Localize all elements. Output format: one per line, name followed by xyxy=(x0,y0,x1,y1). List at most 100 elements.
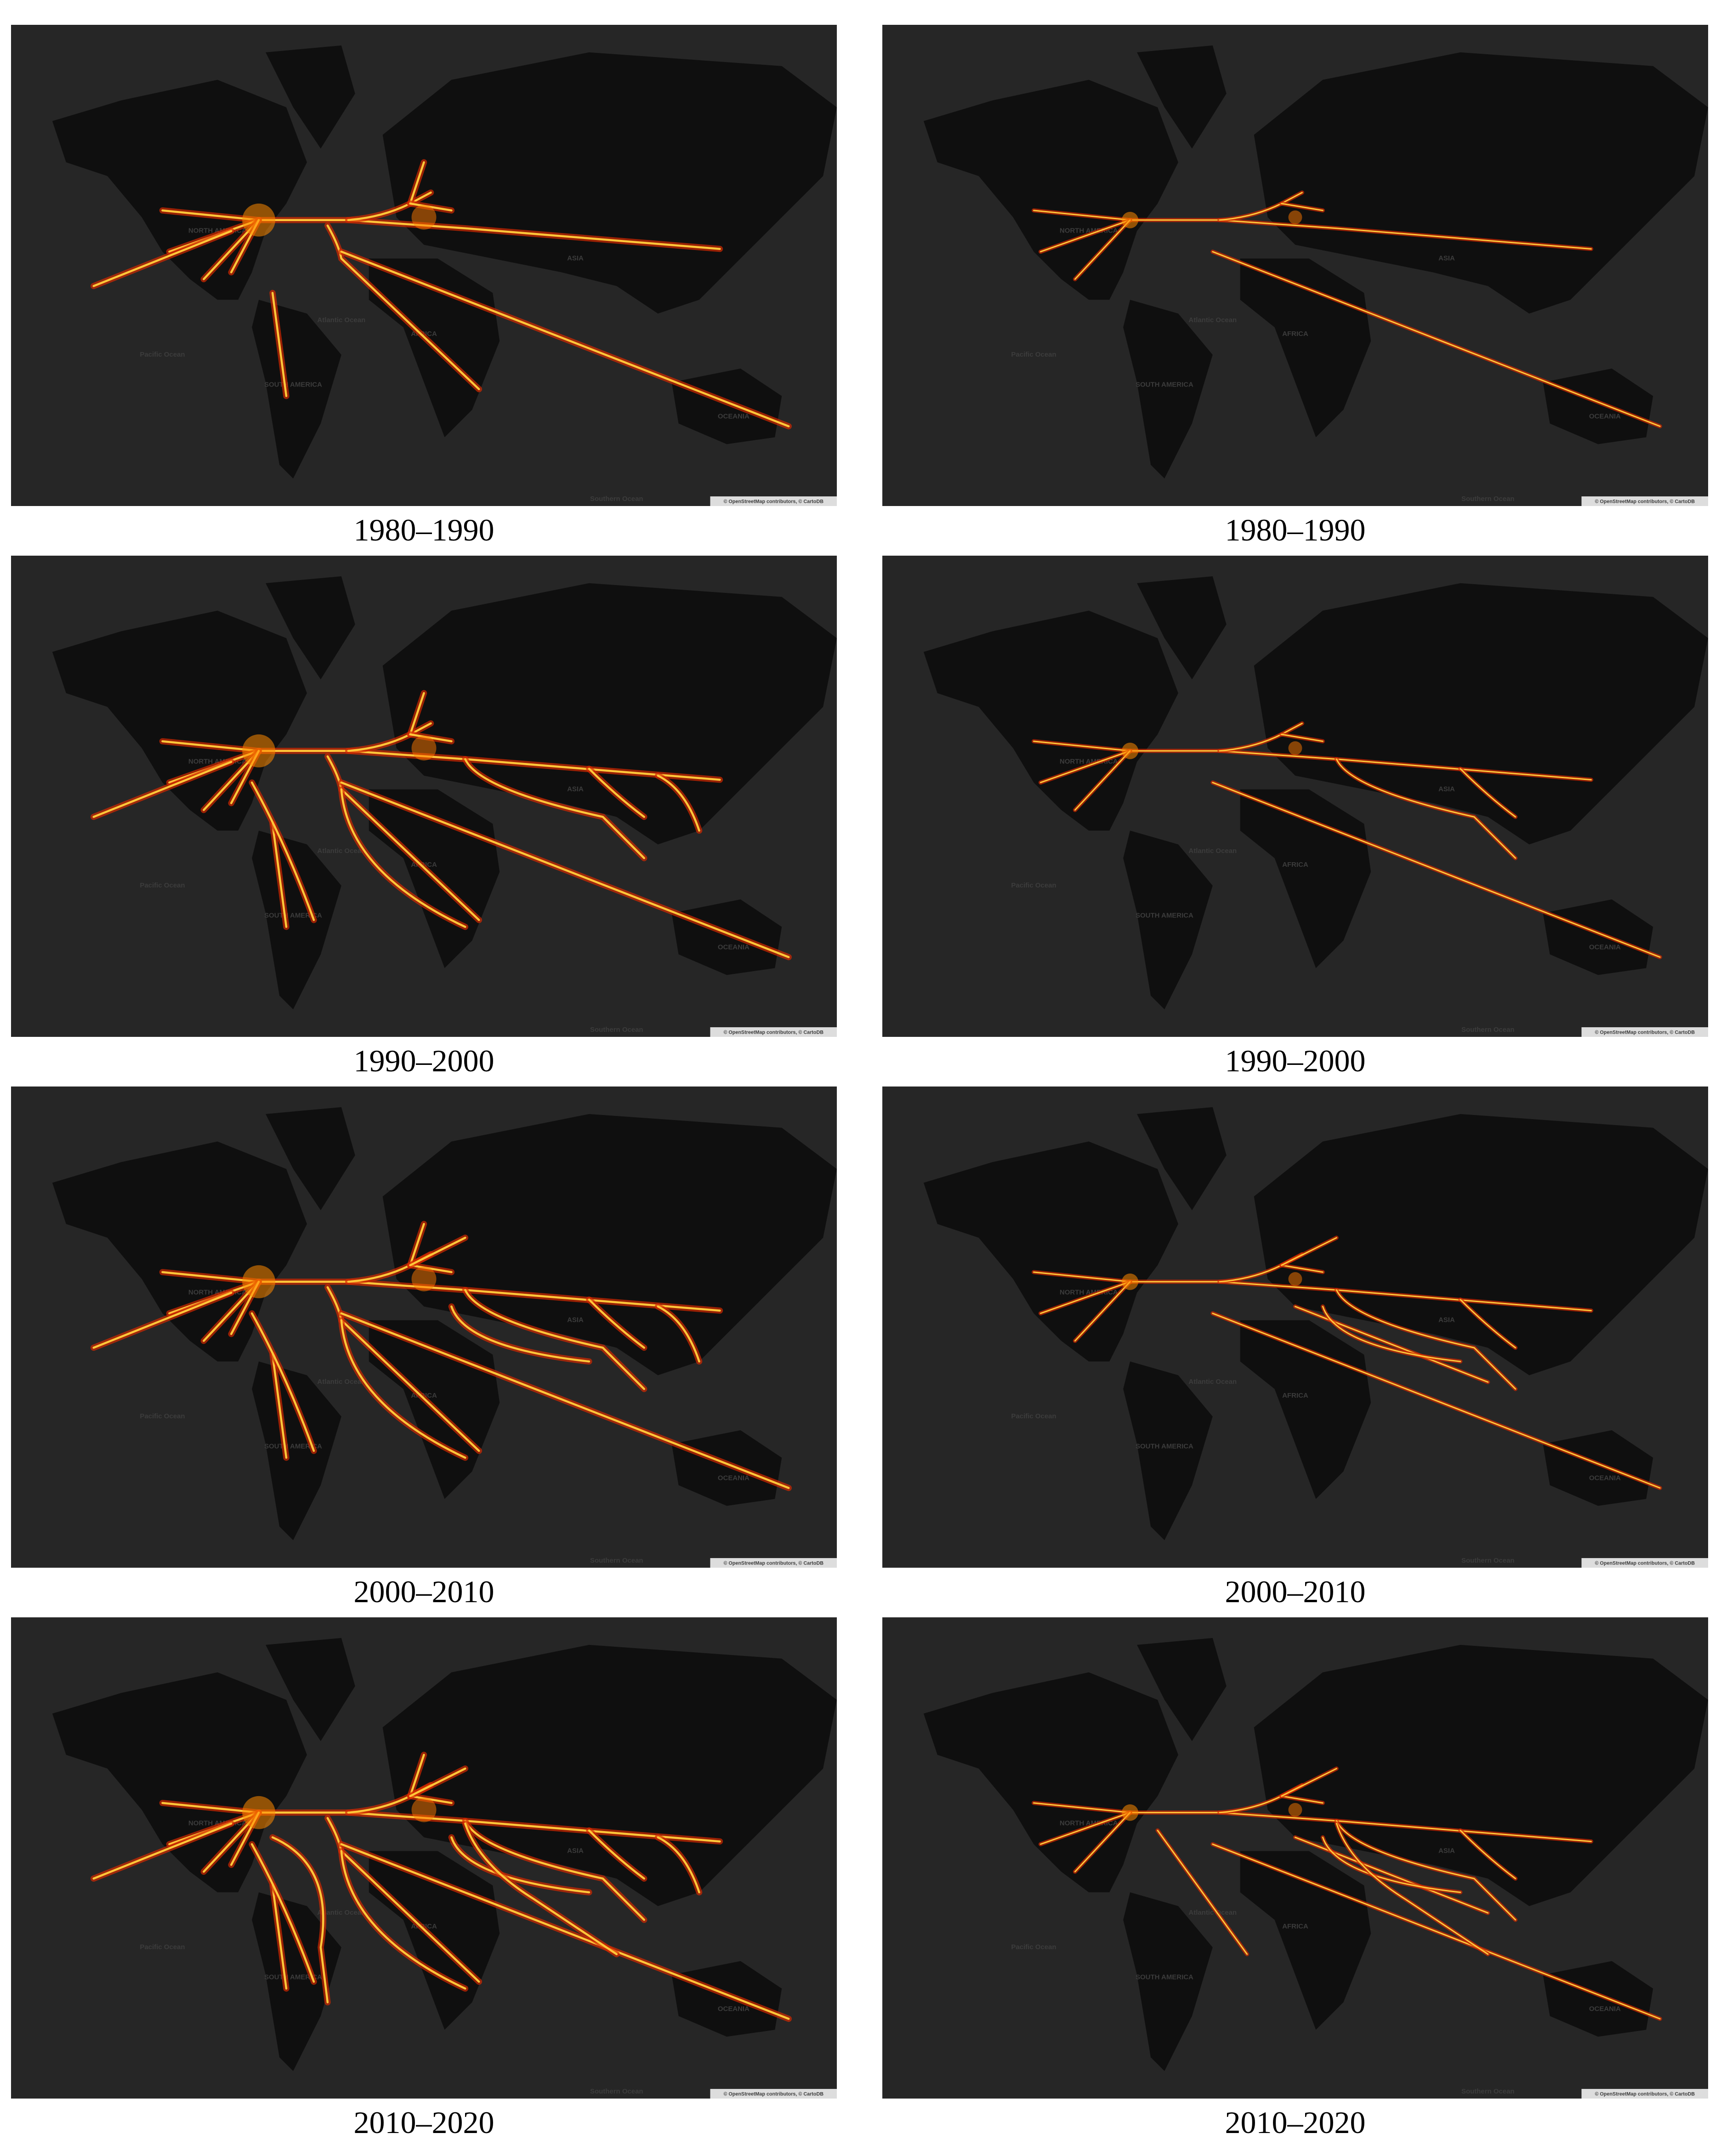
map-label: Pacific Ocean xyxy=(140,351,185,358)
land xyxy=(923,80,1178,300)
flow-core xyxy=(409,733,453,743)
map-label: ASIA xyxy=(1438,1316,1455,1324)
flow-core xyxy=(1322,1837,1461,1893)
land xyxy=(266,1107,355,1211)
flow-core xyxy=(326,224,480,390)
map-label: ASIA xyxy=(567,1847,584,1855)
map-label: OCEANIA xyxy=(718,944,750,951)
land xyxy=(923,610,1178,831)
map-label: Pacific Ocean xyxy=(1011,1412,1056,1420)
flow-core xyxy=(1322,1306,1461,1362)
attribution-bg xyxy=(1581,496,1708,506)
attribution-bg xyxy=(710,2089,837,2099)
land xyxy=(382,1644,837,1906)
flow-core xyxy=(1039,1281,1131,1314)
hub-glow xyxy=(242,734,276,768)
map-label: AFRICA xyxy=(1282,861,1308,869)
flow-core xyxy=(1281,203,1323,211)
flow-core xyxy=(1219,192,1303,221)
attribution: © OpenStreetMap contributors, © CartoDB xyxy=(723,1560,824,1566)
caption: 2010–2020 xyxy=(1225,2105,1366,2140)
map-label: ASIA xyxy=(567,785,584,793)
map-label: Atlantic Ocean xyxy=(317,847,365,855)
map-label: Southern Ocean xyxy=(590,495,643,503)
map-label: ASIA xyxy=(1438,1847,1455,1855)
flow-core xyxy=(1281,1768,1337,1797)
flow-core xyxy=(340,1850,466,1990)
land xyxy=(1240,1320,1371,1499)
land xyxy=(252,1361,341,1541)
flow-core xyxy=(1219,1784,1303,1814)
land xyxy=(382,1114,837,1376)
land xyxy=(923,1672,1178,1893)
flow-core xyxy=(340,250,790,427)
map-label: SOUTH AMERICA xyxy=(264,912,322,920)
flow-core xyxy=(1335,1820,1517,1921)
land xyxy=(266,576,355,680)
map-label: Pacific Ocean xyxy=(1011,882,1056,889)
attribution-bg xyxy=(710,1558,837,1568)
attribution: © OpenStreetMap contributors, © CartoDB xyxy=(723,1030,824,1035)
flow-core xyxy=(340,1312,790,1489)
hub-glow xyxy=(411,1266,437,1291)
hub-glow xyxy=(1122,742,1139,759)
flow-core xyxy=(588,768,645,818)
hub-glow xyxy=(411,1797,437,1822)
flow-core xyxy=(340,781,790,958)
land xyxy=(1543,1961,1653,2037)
attribution-bg xyxy=(1581,1027,1708,1037)
map-label: ASIA xyxy=(567,255,584,262)
land xyxy=(671,899,782,975)
map-label: OCEANIA xyxy=(718,2005,750,2013)
land xyxy=(1240,789,1371,968)
land xyxy=(266,45,355,149)
attribution: © OpenStreetMap contributors, © CartoDB xyxy=(723,499,824,504)
flow-core xyxy=(1157,1830,1248,1955)
map-label: Pacific Ocean xyxy=(140,882,185,889)
map-label: SOUTH AMERICA xyxy=(264,381,322,389)
flow-core xyxy=(340,788,466,928)
land xyxy=(1543,899,1653,975)
map-label: Southern Ocean xyxy=(1461,2088,1515,2095)
map-label: OCEANIA xyxy=(1589,944,1621,951)
land xyxy=(1254,1644,1708,1906)
hub-glow xyxy=(1122,1273,1139,1290)
hub-glow xyxy=(242,1265,276,1298)
caption: 2000–2010 xyxy=(353,1574,494,1609)
map-label: Southern Ocean xyxy=(1461,1557,1515,1564)
flow-core xyxy=(1074,1812,1131,1872)
land xyxy=(252,300,341,479)
flow-core xyxy=(409,161,425,205)
attribution: © OpenStreetMap contributors, © CartoDB xyxy=(1595,1030,1695,1035)
land xyxy=(252,831,341,1010)
flow-core xyxy=(250,1312,315,1452)
map-label: Pacific Ocean xyxy=(1011,1943,1056,1951)
hub-glow xyxy=(411,735,437,761)
flow-core xyxy=(271,1836,329,2003)
map-label: SOUTH AMERICA xyxy=(264,1443,322,1451)
flow-core xyxy=(1295,1837,1489,1914)
land xyxy=(1254,583,1708,845)
flow-core xyxy=(1074,750,1131,811)
land xyxy=(1543,368,1653,444)
flow-core xyxy=(657,1305,700,1363)
map-label: Atlantic Ocean xyxy=(1188,1909,1237,1917)
flow-core xyxy=(657,1836,700,1894)
flow-core xyxy=(1039,1812,1131,1845)
hub-glow xyxy=(1122,1804,1139,1821)
flow-core xyxy=(1212,1843,1661,2019)
map-label: SOUTH AMERICA xyxy=(1136,1443,1193,1451)
attribution-bg xyxy=(710,1027,837,1037)
flow-core xyxy=(657,774,700,832)
land xyxy=(671,368,782,444)
flow-core xyxy=(1033,740,1131,752)
land xyxy=(1137,45,1227,149)
map-label: OCEANIA xyxy=(1589,1474,1621,1482)
map-label: AFRICA xyxy=(1282,1923,1308,1930)
